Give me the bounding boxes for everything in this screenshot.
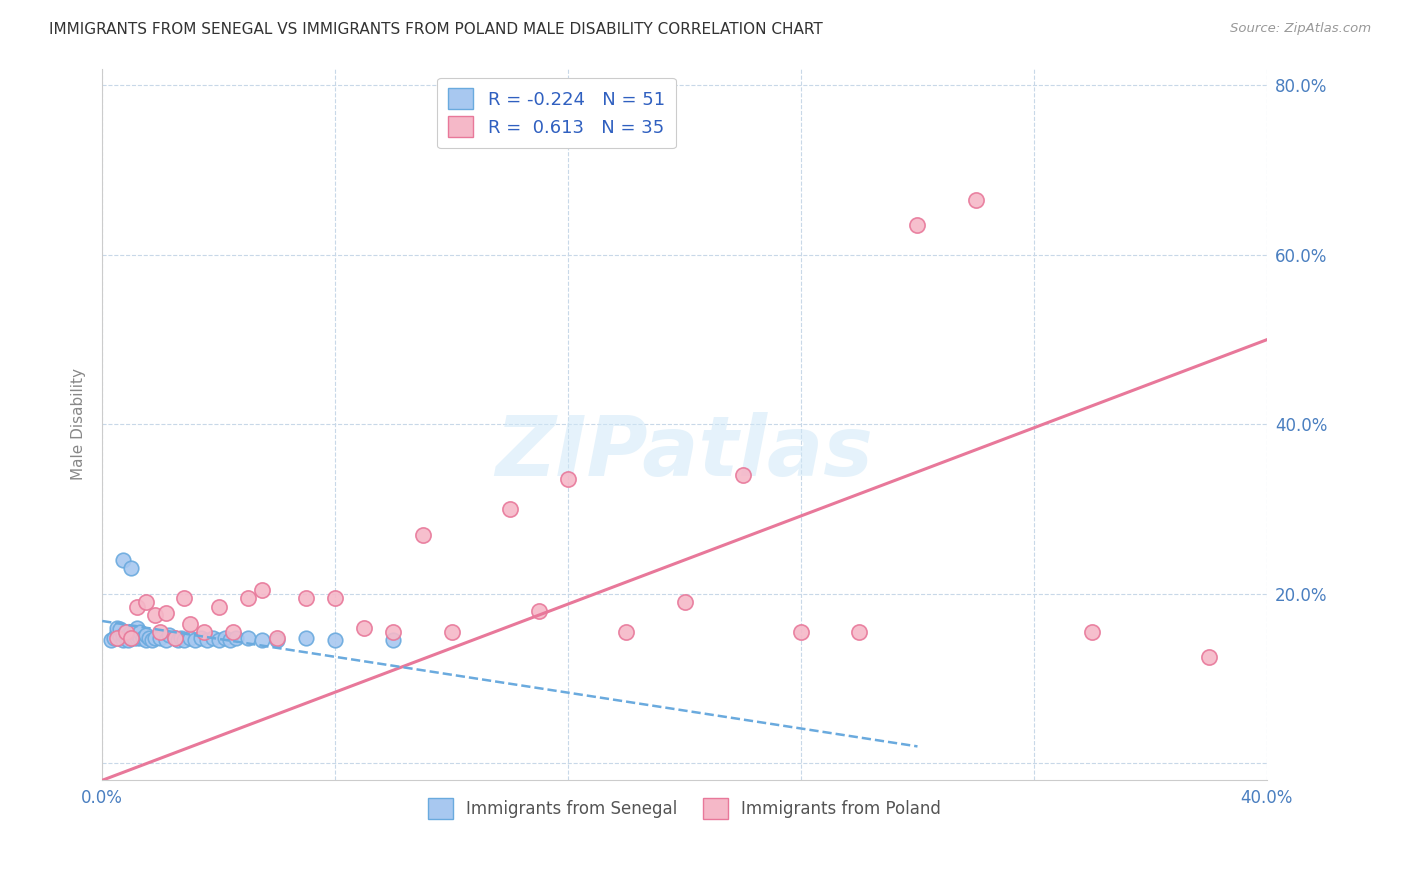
Point [114, 631, 136, 645]
Point [266, 633, 288, 648]
Point [179, 631, 201, 645]
Point [114, 625, 136, 640]
Point [527, 604, 550, 618]
Point [225, 631, 247, 645]
Point [219, 633, 242, 648]
Point [143, 631, 166, 645]
Point [157, 627, 180, 641]
Point [120, 631, 142, 645]
Point [252, 633, 274, 648]
Point [132, 631, 155, 645]
Y-axis label: Male Disability: Male Disability [72, 368, 86, 481]
Point [184, 633, 207, 648]
Point [127, 599, 149, 614]
Point [848, 625, 870, 640]
Point [201, 631, 224, 645]
Point [120, 561, 142, 575]
Legend: Immigrants from Senegal, Immigrants from Poland: Immigrants from Senegal, Immigrants from… [422, 792, 948, 825]
Point [907, 219, 929, 233]
Point [135, 633, 157, 648]
Point [193, 625, 215, 640]
Point [190, 631, 212, 645]
Point [295, 631, 318, 645]
Point [122, 631, 145, 645]
Point [143, 608, 166, 623]
Point [155, 606, 177, 620]
Point [108, 623, 131, 637]
Point [790, 625, 813, 640]
Point [673, 595, 696, 609]
Point [382, 625, 405, 640]
Text: ZIPatlas: ZIPatlas [496, 412, 873, 493]
Point [105, 621, 128, 635]
Point [557, 473, 579, 487]
Point [127, 626, 149, 640]
Point [295, 591, 318, 606]
Point [1198, 650, 1220, 665]
Point [614, 625, 637, 640]
Point [222, 625, 245, 640]
Point [163, 631, 186, 645]
Point [111, 553, 134, 567]
Point [149, 631, 172, 645]
Point [114, 625, 136, 640]
Point [353, 621, 375, 635]
Point [965, 193, 987, 207]
Point [236, 591, 259, 606]
Point [135, 627, 157, 641]
Point [163, 631, 186, 645]
Point [127, 621, 149, 635]
Point [105, 631, 128, 645]
Point [111, 627, 134, 641]
Point [173, 633, 195, 648]
Point [129, 625, 152, 640]
Point [411, 527, 433, 541]
Point [111, 633, 134, 648]
Text: IMMIGRANTS FROM SENEGAL VS IMMIGRANTS FROM POLAND MALE DISABILITY CORRELATION CH: IMMIGRANTS FROM SENEGAL VS IMMIGRANTS FR… [49, 22, 823, 37]
Point [103, 631, 125, 645]
Point [138, 631, 160, 645]
Point [149, 625, 172, 640]
Point [105, 625, 128, 640]
Point [195, 633, 218, 648]
Text: Source: ZipAtlas.com: Source: ZipAtlas.com [1230, 22, 1371, 36]
Point [135, 595, 157, 609]
Point [499, 502, 522, 516]
Point [155, 633, 177, 648]
Point [129, 631, 152, 645]
Point [731, 468, 754, 483]
Point [208, 633, 231, 648]
Point [323, 591, 346, 606]
Point [167, 633, 190, 648]
Point [266, 631, 288, 645]
Point [1081, 625, 1104, 640]
Point [440, 625, 463, 640]
Point [323, 633, 346, 648]
Point [236, 631, 259, 645]
Point [170, 631, 193, 645]
Point [120, 631, 142, 645]
Point [127, 631, 149, 645]
Point [208, 599, 231, 614]
Point [122, 625, 145, 640]
Point [179, 616, 201, 631]
Point [120, 625, 142, 640]
Point [117, 627, 139, 641]
Point [100, 633, 122, 648]
Point [382, 633, 405, 648]
Point [141, 633, 163, 648]
Point [117, 633, 139, 648]
Point [214, 631, 236, 645]
Point [252, 582, 274, 597]
Point [173, 591, 195, 606]
Point [108, 629, 131, 643]
